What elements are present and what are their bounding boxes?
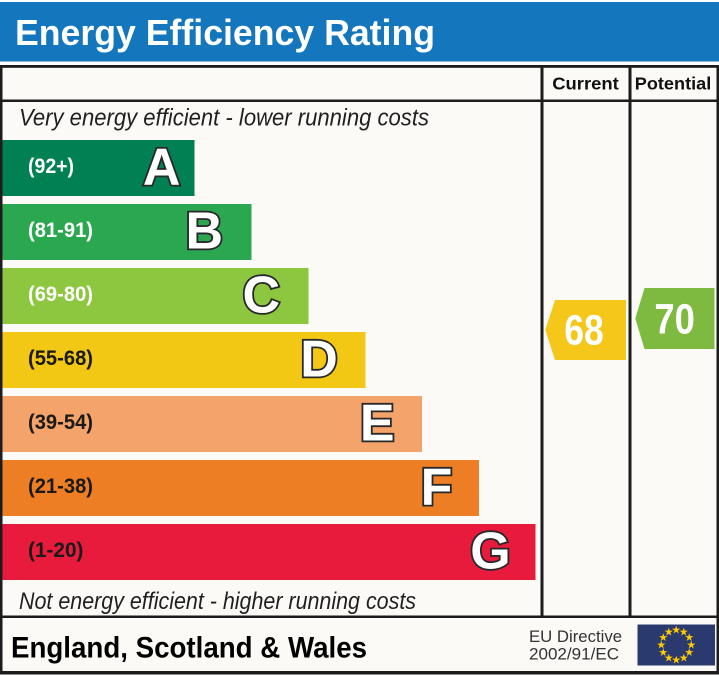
svg-text:EU Directive: EU Directive <box>529 628 622 646</box>
svg-text:(21-38): (21-38) <box>28 475 93 498</box>
svg-text:F: F <box>421 458 453 516</box>
svg-text:A: A <box>143 138 181 196</box>
svg-text:(69-80): (69-80) <box>28 283 93 306</box>
svg-text:(92+): (92+) <box>28 155 74 178</box>
svg-text:D: D <box>300 330 338 388</box>
svg-text:Very energy efficient - lower: Very energy efficient - lower running co… <box>19 105 429 132</box>
svg-text:E: E <box>360 394 395 452</box>
svg-text:2002/91/EC: 2002/91/EC <box>529 645 619 663</box>
svg-text:(55-68): (55-68) <box>28 347 93 370</box>
svg-text:B: B <box>186 202 224 260</box>
svg-text:Potential: Potential <box>635 74 712 94</box>
svg-text:Energy Efficiency Rating: Energy Efficiency Rating <box>15 12 435 53</box>
svg-text:70: 70 <box>654 295 695 343</box>
svg-text:(39-54): (39-54) <box>28 411 93 434</box>
svg-text:(1-20): (1-20) <box>28 539 84 562</box>
svg-text:68: 68 <box>564 307 604 355</box>
svg-text:Current: Current <box>552 74 619 94</box>
svg-text:G: G <box>470 522 510 580</box>
svg-text:Not energy efficient - higher: Not energy efficient - higher running co… <box>19 588 416 615</box>
svg-text:C: C <box>243 266 281 324</box>
svg-text:(81-91): (81-91) <box>28 219 93 242</box>
svg-text:England, Scotland & Wales: England, Scotland & Wales <box>11 632 367 665</box>
